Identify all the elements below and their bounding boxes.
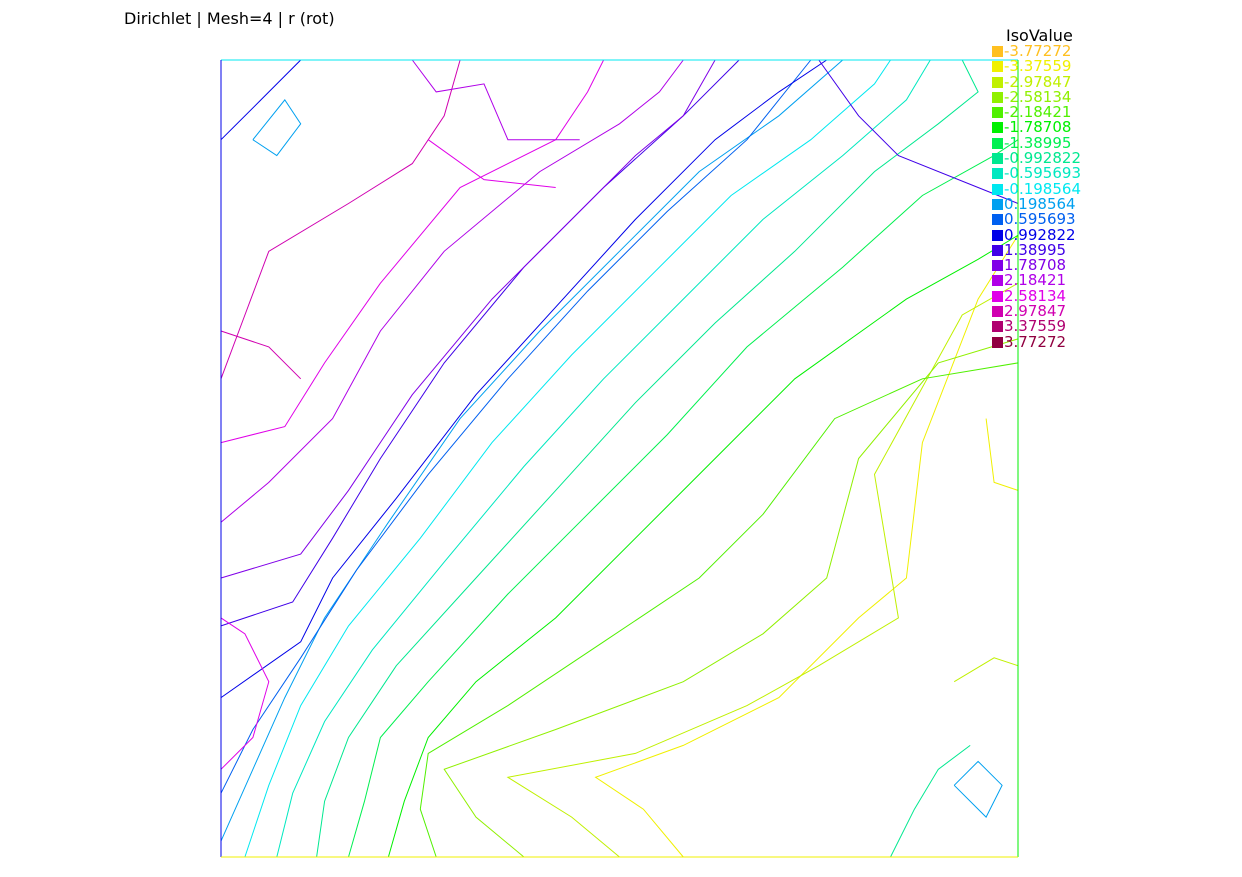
legend-label: -2.97847	[1004, 72, 1072, 91]
legend-entry: -0.595693	[990, 166, 1100, 181]
contour-line-10	[220, 59, 812, 794]
legend-label: 2.58134	[1004, 286, 1067, 305]
legend-label: 2.18421	[1004, 271, 1067, 290]
legend-entry: 2.97847	[990, 302, 1100, 321]
legend-label: -3.37559	[1004, 57, 1072, 76]
legend-label: 0.992822	[1004, 225, 1076, 244]
legend-label: 0.595693	[1004, 210, 1076, 229]
legend-label: -1.38995	[1004, 133, 1072, 152]
legend-swatch	[992, 76, 1003, 88]
contour-line-0	[594, 235, 1019, 858]
legend-entry: -0.198564	[990, 179, 1100, 198]
domain-frame	[221, 60, 1018, 857]
legend-entry: -1.78708	[990, 120, 1100, 135]
contour-line-14	[220, 59, 684, 523]
contour-line-26	[411, 59, 580, 141]
legend-swatch	[992, 153, 1003, 165]
legend-swatch	[992, 61, 1003, 73]
contour-line-6	[316, 59, 979, 858]
legend-swatch	[992, 46, 1003, 57]
legend-swatch	[992, 137, 1003, 149]
contour-line-7	[276, 59, 931, 858]
legend-swatch	[992, 321, 1003, 333]
contour-line-22	[953, 657, 1019, 683]
legend-label: 3.37559	[1004, 317, 1067, 336]
contour-line-15	[220, 59, 605, 444]
legend-swatch	[992, 336, 1003, 348]
contour-line-18	[953, 760, 1003, 818]
legend-entry: 0.198564	[990, 194, 1100, 213]
legend-entry: 2.18421	[990, 273, 1100, 288]
legend-swatch	[992, 290, 1003, 302]
contour-line-16	[220, 59, 461, 379]
legend-label: -0.198564	[1004, 179, 1081, 198]
legend-swatch	[992, 260, 1003, 272]
legend-entry: -3.37559	[990, 57, 1100, 76]
legend-swatch	[992, 275, 1003, 287]
legend-swatch	[992, 306, 1003, 318]
legend-label: 1.38995	[1004, 240, 1067, 259]
contour-line-24	[220, 617, 270, 770]
contour-line-23	[890, 744, 971, 858]
legend-swatch	[992, 198, 1003, 210]
legend-entry: -1.38995	[990, 133, 1100, 152]
legend-entry: -2.97847	[990, 72, 1100, 91]
legend-label: -3.77272	[1004, 42, 1072, 60]
legend: IsoValue -3.77272 -3.37559 -2.97847 -2.5813…	[990, 27, 1100, 350]
contour-line-11	[220, 59, 827, 699]
contour-line-4	[387, 234, 1019, 858]
contour-line-21	[985, 418, 1019, 491]
legend-label: 2.97847	[1004, 302, 1067, 321]
legend-label: -2.58134	[1004, 87, 1072, 106]
legend-entry: 1.38995	[990, 240, 1100, 259]
contour-line-27	[427, 139, 556, 188]
contour-line-8	[244, 59, 891, 858]
legend-entry: -0.992822	[990, 149, 1100, 168]
legend-label: -0.595693	[1004, 164, 1081, 183]
legend-entry: 0.595693	[990, 210, 1100, 229]
contour-lines	[220, 59, 1019, 858]
legend-swatch	[992, 183, 1003, 195]
legend-label: -2.18421	[1004, 103, 1072, 122]
contour-line-19	[220, 59, 302, 141]
legend-swatch	[992, 168, 1003, 180]
legend-entry: 0.992822	[990, 225, 1100, 244]
legend-entry: 1.78708	[990, 256, 1100, 275]
legend-label: 3.77272	[1004, 332, 1067, 351]
contour-line-13	[220, 59, 716, 579]
legend-entry: -2.58134	[990, 87, 1100, 106]
contour-line-17	[252, 99, 302, 157]
legend-entry: 2.58134	[990, 286, 1100, 305]
legend-label: -1.78708	[1004, 118, 1072, 137]
legend-label: 0.198564	[1004, 194, 1076, 213]
legend-items: -3.77272 -3.37559 -2.97847 -2.58134 -2.18421…	[990, 42, 1100, 351]
plot-title: Dirichlet | Mesh=4 | r (rot)	[124, 9, 335, 28]
legend-entry: -2.18421	[990, 103, 1100, 122]
contour-line-20	[818, 59, 1019, 204]
legend-title: IsoValue	[1006, 26, 1073, 45]
contour-line-12	[220, 59, 740, 627]
legend-swatch	[992, 244, 1003, 256]
legend-swatch	[992, 122, 1003, 134]
legend-label: -0.992822	[1004, 149, 1081, 168]
legend-swatch	[992, 229, 1003, 241]
contour-line-9	[220, 59, 844, 842]
contour-line-3	[419, 362, 1019, 858]
legend-swatch	[992, 91, 1003, 103]
legend-label: 1.78708	[1004, 256, 1067, 275]
legend-entry: -3.77272	[990, 42, 1100, 60]
legend-swatch	[992, 107, 1003, 119]
legend-entry: 3.37559	[990, 319, 1100, 334]
legend-entry: 3.77272	[990, 332, 1100, 351]
contour-line-1	[506, 282, 1019, 858]
contour-line-2	[443, 338, 1019, 858]
contour-line-5	[348, 139, 1019, 858]
legend-swatch	[992, 214, 1003, 226]
contour-line-25	[220, 330, 302, 380]
